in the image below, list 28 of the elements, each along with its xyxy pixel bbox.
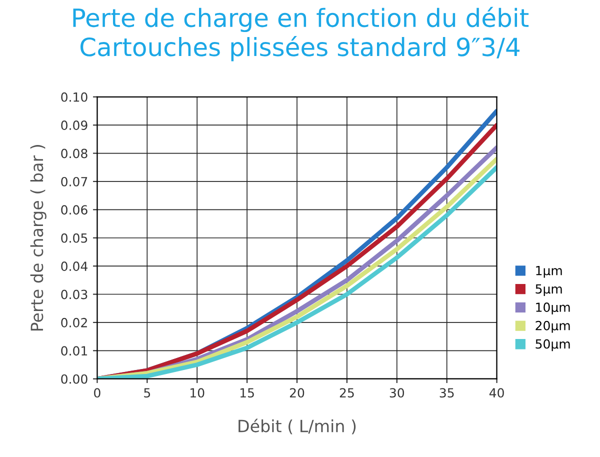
y-tick-label: 0.04 bbox=[61, 262, 88, 271]
legend-label: 5µm bbox=[536, 284, 562, 296]
y-tick-label: 0.03 bbox=[61, 290, 88, 300]
y-tick-label: 0.01 bbox=[61, 346, 88, 356]
y-tick-label: 0.05 bbox=[61, 233, 88, 243]
x-tick-label: 5 bbox=[144, 388, 150, 398]
x-tick-label: 0 bbox=[94, 388, 100, 398]
x-tick-label: 30 bbox=[390, 388, 404, 398]
x-tick-label: 20 bbox=[290, 388, 304, 398]
y-tick-label: 0.00 bbox=[61, 374, 88, 384]
chart-title: Perte de charge en fonction du débit Cartouches plissées standard 9″3/4 bbox=[73, 6, 529, 62]
y-tick-label: 0.06 bbox=[61, 205, 88, 215]
y-tick-label: 0.10 bbox=[61, 92, 88, 102]
y-tick-label: 0.07 bbox=[61, 176, 88, 186]
y-axis-title: Perte de charge ( bar ) bbox=[30, 144, 46, 331]
y-tick-label: 0.02 bbox=[61, 318, 87, 328]
x-tick-label: 25 bbox=[340, 388, 354, 398]
legend-label: 20µm bbox=[536, 320, 570, 333]
x-tick-label: 10 bbox=[190, 388, 204, 398]
x-axis-title: Débit ( L/min ) bbox=[238, 418, 356, 434]
x-tick-label: 40 bbox=[489, 388, 504, 398]
legend-label: 50µm bbox=[536, 339, 570, 352]
x-tick-label: 15 bbox=[240, 388, 254, 398]
y-tick-label: 0.09 bbox=[61, 120, 88, 130]
x-tick-label: 35 bbox=[440, 388, 454, 398]
legend-label: 1µm bbox=[536, 266, 562, 278]
legend-label: 10µm bbox=[536, 302, 570, 314]
y-tick-label: 0.08 bbox=[61, 148, 88, 158]
